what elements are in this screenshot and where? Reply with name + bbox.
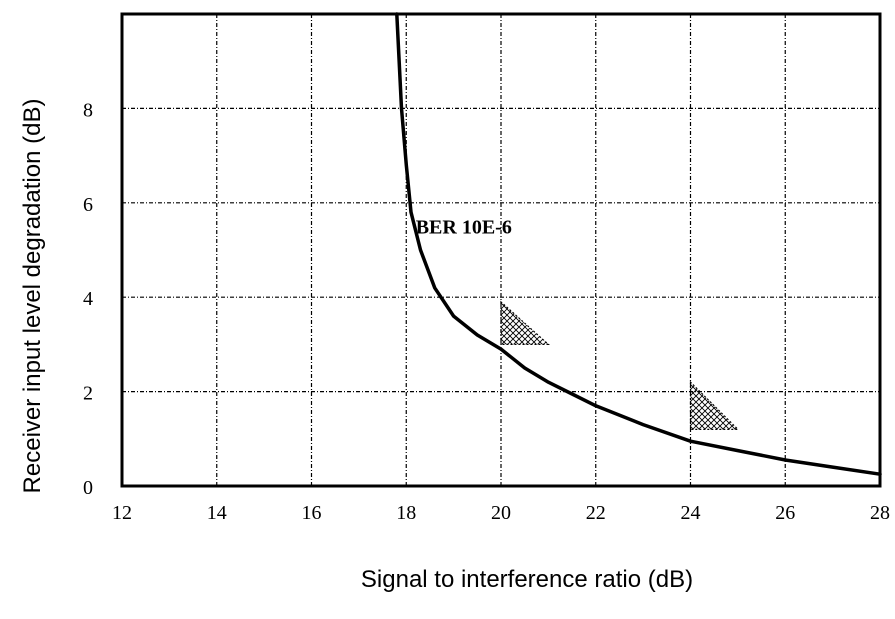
y-tick-label-4: 8 [83,99,93,121]
y-tick-label-1: 2 [83,383,93,405]
grid-lines [122,14,880,486]
plot-frame [120,12,882,488]
x-tick-label-8: 28 [870,502,890,524]
x-tick-label-7: 26 [775,502,795,524]
x-tick-label-2: 16 [302,502,322,524]
x-tick-label-0: 12 [112,502,132,524]
y-tick-label-2: 4 [83,288,93,310]
series-line-0 [395,12,882,476]
x-tick-labels: 12 14 16 18 20 22 24 26 28 [112,502,890,524]
hatched-region-1 [689,380,740,430]
x-tick-label-6: 24 [681,502,701,524]
series-layer [395,12,882,476]
hatched-region-0 [500,300,550,345]
annotations: BER 10E-6 [416,216,512,238]
y-tick-labels: 0 2 4 6 8 [83,99,93,499]
hatched-regions [500,300,740,430]
x-axis-title: Signal to interference ratio (dB) [361,566,693,593]
x-tick-label-1: 14 [207,502,227,524]
y-axis-title: Receiver input level degradation (dB) [19,99,46,494]
x-tick-label-5: 22 [586,502,606,524]
x-tick-label-3: 18 [396,502,416,524]
x-tick-label-4: 20 [491,502,511,524]
y-tick-label-3: 6 [83,194,93,216]
annotation-0: BER 10E-6 [416,216,512,238]
y-tick-label-0: 0 [83,477,93,499]
